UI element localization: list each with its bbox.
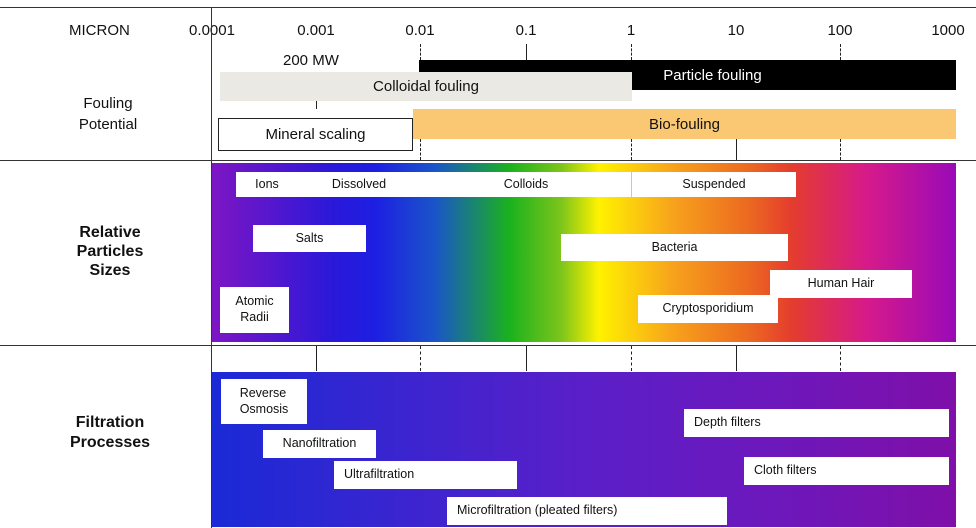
atomic-radii-label: Atomic Radii xyxy=(235,294,274,324)
tick-label: 1000 xyxy=(931,22,965,39)
bio-fouling-bar: Bio-fouling xyxy=(413,109,956,139)
axis-title: MICRON xyxy=(69,22,130,39)
cryptosporidium-box: Cryptosporidium xyxy=(638,295,778,323)
grid-line-dashed xyxy=(840,44,841,60)
grid-line xyxy=(211,7,212,528)
mineral-scaling-bar: Mineral scaling xyxy=(218,118,413,151)
particle-fouling-label: Particle fouling xyxy=(663,66,762,84)
tick-label: 10 xyxy=(727,22,745,39)
grid-line-dashed xyxy=(631,346,632,371)
human-hair-box: Human Hair xyxy=(770,270,912,298)
grid-line xyxy=(736,139,737,160)
colloidal-fouling-label: Colloidal fouling xyxy=(373,78,479,95)
grid-line xyxy=(526,346,527,371)
row-label-text: Fouling Potential xyxy=(78,95,138,133)
microfiltration-label: Microfiltration (pleated filters) xyxy=(457,503,618,518)
suspended-label: Suspended xyxy=(682,176,746,191)
row-label-text: Filtration Processes xyxy=(69,414,151,451)
grid-line-dashed xyxy=(840,139,841,160)
reverse-osmosis-label: Reverse Osmosis xyxy=(239,385,289,416)
grid-line-dashed xyxy=(420,139,421,160)
colloids-header: Colloids xyxy=(421,172,631,197)
nanofiltration-box: Nanofiltration xyxy=(263,430,376,458)
ultrafiltration-box: Ultrafiltration xyxy=(334,461,517,489)
mw-label: 200 MW xyxy=(283,52,339,69)
bacteria-box: Bacteria xyxy=(561,234,788,261)
reverse-osmosis-box: Reverse Osmosis xyxy=(221,379,307,424)
tick-label: 0.0001 xyxy=(189,22,235,39)
tick-label: 1 xyxy=(626,22,636,39)
mineral-scaling-label: Mineral scaling xyxy=(265,126,366,143)
row-label-filtration: Filtration Processes xyxy=(55,413,165,453)
grid-line-dashed xyxy=(420,346,421,371)
colloidal-fouling-bar: Colloidal fouling xyxy=(220,72,632,101)
cloth-filters-box: Cloth filters xyxy=(744,457,949,485)
microfiltration-box: Microfiltration (pleated filters) xyxy=(447,497,727,525)
dissolved-header: Dissolved xyxy=(298,172,420,197)
tick-label: 0.01 xyxy=(405,22,435,39)
ions-header: Ions xyxy=(236,172,298,197)
section-divider-2 xyxy=(0,345,976,346)
grid-line-dashed xyxy=(420,44,421,60)
human-hair-label: Human Hair xyxy=(807,276,875,291)
bacteria-label: Bacteria xyxy=(651,239,698,254)
tick-label: 100 xyxy=(827,22,853,39)
row-label-fouling-potential: Fouling Potential xyxy=(60,93,156,135)
nanofiltration-label: Nanofiltration xyxy=(282,436,357,451)
atomic-radii-box: Atomic Radii xyxy=(220,287,289,333)
ultrafiltration-label: Ultrafiltration xyxy=(344,467,415,482)
row-label-text: Relative Particles Sizes xyxy=(76,224,144,279)
bio-fouling-label: Bio-fouling xyxy=(649,115,720,133)
grid-line-dashed xyxy=(631,44,632,60)
tick-label: 0.1 xyxy=(515,22,537,39)
dissolved-label: Dissolved xyxy=(331,176,387,191)
tick-label: 0.001 xyxy=(297,22,335,39)
cryptosporidium-label: Cryptosporidium xyxy=(662,301,754,316)
depth-filters-box: Depth filters xyxy=(684,409,949,437)
grid-line xyxy=(316,101,317,109)
top-border xyxy=(0,7,976,8)
grid-line xyxy=(736,346,737,371)
grid-line-dashed xyxy=(631,139,632,160)
cloth-filters-label: Cloth filters xyxy=(754,463,817,478)
grid-line xyxy=(526,44,527,60)
depth-filters-label: Depth filters xyxy=(694,415,761,430)
suspended-header: Suspended xyxy=(632,172,796,197)
section-divider-1 xyxy=(0,160,976,161)
colloids-label: Colloids xyxy=(503,176,549,191)
grid-line-dashed xyxy=(840,346,841,371)
row-label-particle-sizes: Relative Particles Sizes xyxy=(55,223,165,280)
grid-line xyxy=(420,172,421,197)
ions-label: Ions xyxy=(255,176,279,191)
salts-label: Salts xyxy=(295,230,324,245)
grid-line xyxy=(316,346,317,371)
salts-box: Salts xyxy=(253,225,366,252)
